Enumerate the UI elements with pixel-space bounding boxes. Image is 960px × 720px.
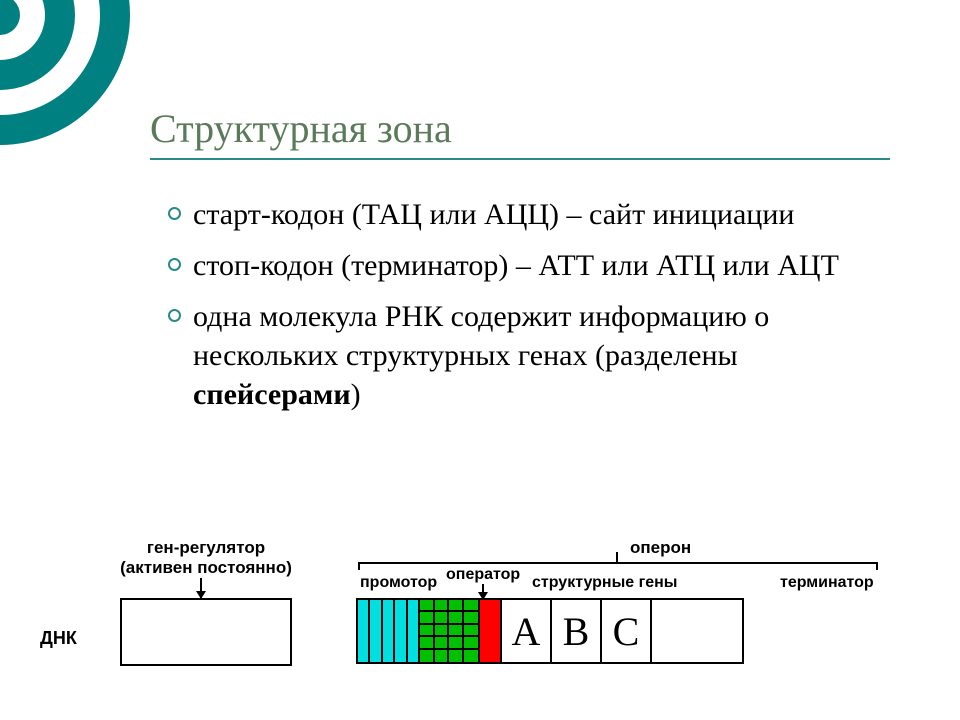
structural-gene-B: B: [550, 600, 600, 662]
operator-cell: [420, 600, 435, 612]
operator-cell: [464, 625, 479, 637]
operon-bracket-left-tick: [358, 562, 360, 570]
operator-cell: [435, 650, 450, 662]
bullet-text: стоп-кодон (терминатор) – АТТ или АТЦ ил…: [193, 246, 839, 285]
operator-cell: [420, 612, 435, 624]
terminator-box: [650, 600, 742, 662]
operon-bracket-line: [358, 562, 878, 564]
operator-cell: [449, 612, 464, 624]
bullet-item: стоп-кодон (терминатор) – АТТ или АТЦ ил…: [168, 246, 888, 285]
operator-cell: [420, 625, 435, 637]
operator-cell: [420, 637, 435, 649]
bullet-text: одна молекула РНК содержит информацию о …: [193, 297, 888, 414]
operator-cell: [449, 625, 464, 637]
promoter-stripe: [370, 600, 382, 662]
arrow-down-icon: [482, 584, 484, 599]
bullet-marker-icon: [168, 207, 181, 220]
promoter-stripe: [358, 600, 370, 662]
operator-cell: [420, 650, 435, 662]
operator-cell: [435, 600, 450, 612]
structural-gene-C: C: [600, 600, 650, 662]
operator-cell: [449, 650, 464, 662]
operator-cell: [435, 612, 450, 624]
operator-cell: [449, 637, 464, 649]
slide: Структурная зона старт-кодон (ТАЦ или АЦ…: [0, 0, 960, 720]
operon-bracket-stem: [616, 552, 618, 562]
bullet-bold-word: спейсерами: [193, 378, 351, 411]
promoter-stripe: [395, 600, 407, 662]
promoter-stripe: [408, 600, 418, 662]
operon-label: оперон: [630, 538, 691, 558]
bullet-text: старт-кодон (ТАЦ или АЦЦ) – сайт инициац…: [193, 195, 794, 234]
regulator-gene-box: [120, 598, 292, 666]
bullet-item: одна молекула РНК содержит информацию о …: [168, 297, 888, 414]
bullet-marker-icon: [168, 309, 181, 322]
arrow-down-icon: [200, 578, 202, 598]
operator-cell: [464, 650, 479, 662]
regulator-label-line2: (активен постоянно): [120, 558, 292, 577]
promoter-stripe: [383, 600, 395, 662]
bullet-list: старт-кодон (ТАЦ или АЦЦ) – сайт инициац…: [168, 195, 888, 426]
operator-cell: [435, 625, 450, 637]
operator-cell: [435, 637, 450, 649]
bullet-item: старт-кодон (ТАЦ или АЦЦ) – сайт инициац…: [168, 195, 888, 234]
bullet-marker-icon: [168, 258, 181, 271]
operator-box: [418, 600, 478, 662]
structural-gene-A: A: [500, 600, 550, 662]
operator-cell: [464, 637, 479, 649]
operator-cell: [464, 612, 479, 624]
title-underline: [150, 158, 890, 160]
structural-genes-label: структурные гены: [532, 574, 677, 592]
operator-label: оператор: [446, 566, 520, 584]
promoter-box: [358, 600, 418, 662]
regulator-label-line1: ген-регулятор: [147, 538, 265, 557]
terminator-label: терминатор: [780, 574, 874, 592]
operator-cell: [464, 600, 479, 612]
operator-cell: [449, 600, 464, 612]
promoter-label: промотор: [360, 574, 437, 592]
slide-title: Структурная зона: [150, 105, 452, 152]
operon-box-group: A B C: [356, 598, 744, 664]
stop-segment: [478, 600, 500, 662]
operon-bracket-right-tick: [876, 562, 878, 570]
dnk-label: ДНК: [40, 628, 77, 649]
regulator-label: ген-регулятор (активен постоянно): [108, 538, 304, 577]
